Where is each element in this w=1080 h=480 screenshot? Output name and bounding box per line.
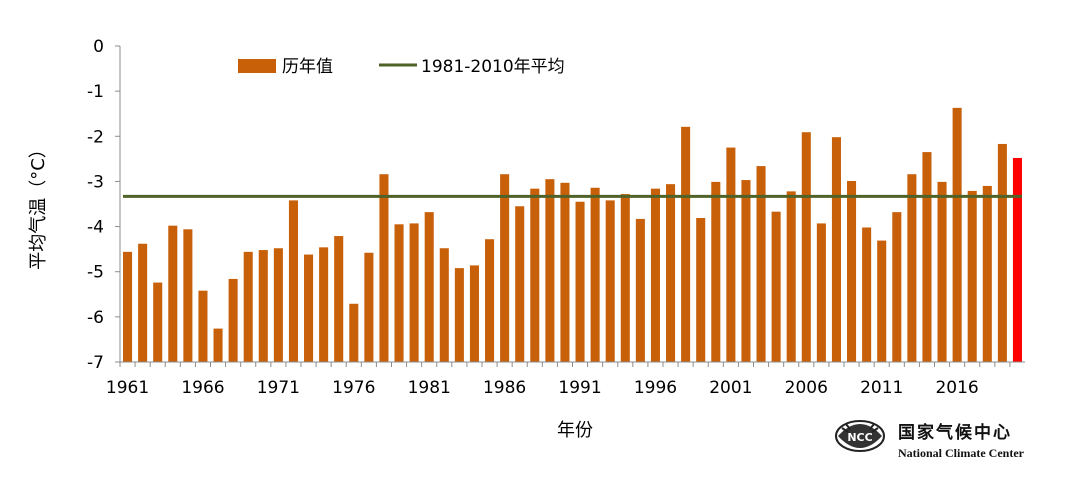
bar-2001 bbox=[726, 147, 736, 362]
x-tick-label: 1991 bbox=[558, 378, 601, 398]
ncc-emblem-icon: NCC bbox=[835, 420, 885, 452]
x-tick-label: 1971 bbox=[257, 378, 300, 398]
x-tick-label: 1981 bbox=[408, 378, 451, 398]
bar-1988 bbox=[530, 188, 540, 362]
legend-swatch-bars bbox=[238, 59, 276, 73]
bar-1994 bbox=[620, 194, 630, 362]
bar-2000 bbox=[711, 181, 721, 362]
bar-2020 bbox=[1012, 157, 1022, 362]
bar-2011 bbox=[877, 240, 887, 362]
bar-2015 bbox=[937, 181, 947, 362]
bar-2007 bbox=[816, 223, 826, 362]
y-tick-label: -7 bbox=[87, 353, 104, 373]
bar-2014 bbox=[922, 152, 932, 362]
bar-2002 bbox=[741, 180, 751, 362]
y-tick-label: -4 bbox=[87, 218, 104, 238]
bar-1964 bbox=[168, 225, 178, 362]
ncc-name-cn: 国家气候中心 bbox=[898, 422, 1012, 443]
x-tick-label: 1961 bbox=[106, 378, 149, 398]
x-axis: 1961 1966 1971 1976 1981 1986 1991 1996 2001 2006… bbox=[106, 361, 1025, 398]
x-tick-label: 1986 bbox=[483, 378, 526, 398]
x-tick-label: 2001 bbox=[709, 378, 752, 398]
bar-2006 bbox=[801, 132, 811, 362]
y-tick-label: 0 bbox=[93, 37, 104, 57]
bar-1995 bbox=[635, 218, 645, 362]
bar-1967 bbox=[213, 328, 223, 362]
bar-1966 bbox=[198, 290, 208, 362]
bar-1976 bbox=[349, 303, 359, 362]
y-axis: 0 -1 -2 -3 -4 -5 -6 -7 bbox=[87, 37, 121, 373]
bar-1987 bbox=[515, 206, 525, 362]
bar-2004 bbox=[771, 211, 781, 362]
bar-1999 bbox=[696, 217, 706, 362]
bar-2018 bbox=[982, 185, 992, 362]
bar-1998 bbox=[681, 126, 691, 362]
bar-2003 bbox=[756, 166, 766, 362]
y-tick-label: -5 bbox=[87, 263, 104, 283]
bar-1980 bbox=[409, 223, 419, 362]
bar-1990 bbox=[560, 182, 570, 362]
y-axis-title: 平均气温（°C） bbox=[28, 140, 49, 270]
bar-1971 bbox=[273, 248, 283, 362]
bar-1989 bbox=[545, 179, 555, 362]
bar-2016 bbox=[952, 107, 962, 362]
bar-2010 bbox=[862, 227, 872, 362]
bar-1963 bbox=[153, 282, 163, 362]
bar-1983 bbox=[454, 268, 464, 362]
x-tick-label: 1976 bbox=[332, 378, 375, 398]
bar-1978 bbox=[379, 174, 389, 362]
bar-1986 bbox=[500, 174, 510, 362]
bar-2017 bbox=[967, 190, 977, 362]
bar-1973 bbox=[304, 254, 314, 362]
y-tick-label: -3 bbox=[87, 172, 104, 192]
bar-1965 bbox=[183, 229, 193, 362]
x-tick-label: 2006 bbox=[785, 378, 828, 398]
legend: 历年值 1981-2010年平均 bbox=[238, 57, 565, 77]
bar-1982 bbox=[439, 248, 449, 362]
bar-1981 bbox=[424, 212, 434, 362]
x-tick-label: 1996 bbox=[634, 378, 677, 398]
legend-label-bars: 历年值 bbox=[282, 57, 333, 77]
bar-1961 bbox=[123, 251, 133, 362]
bars-layer bbox=[123, 107, 1022, 362]
legend-label-average: 1981-2010年平均 bbox=[421, 57, 565, 77]
bar-2019 bbox=[997, 143, 1007, 362]
bar-2009 bbox=[847, 180, 857, 362]
bar-1974 bbox=[319, 247, 329, 362]
bar-1985 bbox=[485, 239, 495, 362]
y-tick-label: -6 bbox=[87, 308, 104, 328]
bar-1997 bbox=[666, 184, 676, 362]
bar-1969 bbox=[243, 251, 253, 362]
x-tick-label: 2011 bbox=[860, 378, 903, 398]
x-axis-title: 年份 bbox=[557, 420, 593, 441]
bar-1977 bbox=[364, 252, 374, 362]
bar-1968 bbox=[228, 278, 238, 362]
x-tick-label: 1966 bbox=[181, 378, 224, 398]
bar-1979 bbox=[394, 224, 404, 362]
bar-1962 bbox=[138, 243, 148, 362]
y-tick-label: -2 bbox=[87, 127, 104, 147]
bar-2013 bbox=[907, 174, 917, 362]
bar-1993 bbox=[605, 200, 615, 362]
bar-1996 bbox=[650, 188, 660, 362]
bar-1992 bbox=[590, 187, 600, 362]
y-tick-label: -1 bbox=[87, 82, 104, 102]
bar-2012 bbox=[892, 212, 902, 362]
bar-1984 bbox=[469, 265, 479, 362]
x-tick-label: 2016 bbox=[935, 378, 978, 398]
bar-1970 bbox=[258, 250, 268, 362]
ncc-name-en: National Climate Center bbox=[898, 446, 1025, 460]
bar-1972 bbox=[288, 200, 298, 362]
ncc-emblem-text: NCC bbox=[847, 431, 872, 444]
bar-2008 bbox=[831, 137, 841, 362]
ncc-logo: NCC 国家气候中心 National Climate Center bbox=[835, 420, 1025, 460]
bar-1975 bbox=[334, 236, 344, 362]
bar-1991 bbox=[575, 201, 585, 362]
bar-2005 bbox=[786, 191, 796, 362]
